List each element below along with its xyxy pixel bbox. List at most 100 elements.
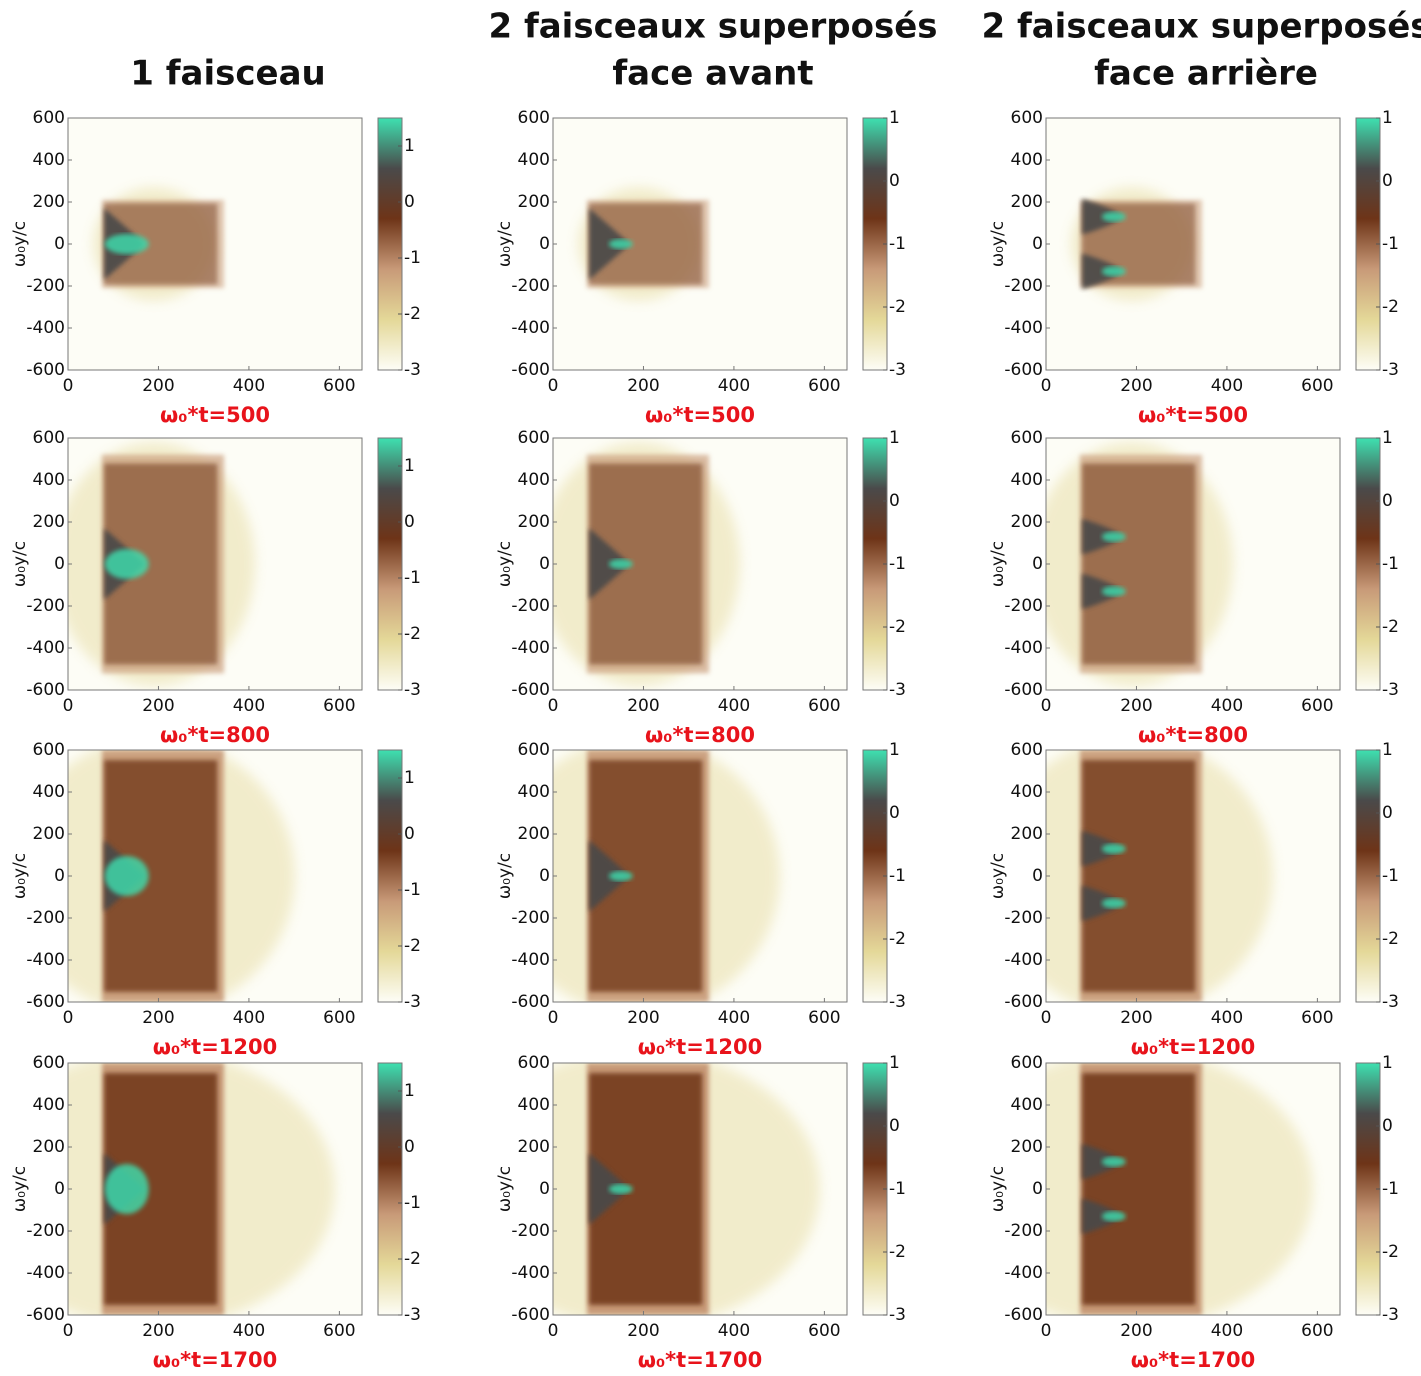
y-tick-label: -600 [26, 680, 65, 700]
y-tick-label: -200 [26, 276, 65, 296]
y-tick-label: -600 [511, 680, 550, 700]
jet [104, 856, 149, 896]
time-label: ω₀*t=1700 [1131, 1348, 1256, 1372]
y-tick-label: -600 [1004, 1305, 1043, 1325]
colorbar-tick-label: 1 [889, 108, 900, 128]
colorbar-tick-label: 0 [889, 1116, 900, 1136]
colorbar-tick-label: -3 [889, 360, 906, 380]
colorbar-tick-label: 1 [404, 456, 415, 476]
field [553, 438, 847, 690]
y-tick-label: -600 [511, 992, 550, 1012]
y-tick-label: -600 [1004, 992, 1043, 1012]
y-tick-label: 0 [54, 234, 65, 254]
y-tick-label: -400 [511, 950, 550, 970]
colorbar-tick-label: -2 [889, 1242, 906, 1262]
y-tick-label: 0 [539, 1179, 550, 1199]
y-tick-label: -600 [1004, 360, 1043, 380]
y-tick-label: -200 [511, 596, 550, 616]
colorbar-tick-label: -3 [1382, 360, 1399, 380]
x-tick-label: 600 [1301, 376, 1333, 396]
jet [1101, 586, 1126, 597]
colorbar-tick-label: -1 [404, 568, 421, 588]
y-tick-label: -200 [1004, 908, 1043, 928]
colorbar-tick-label: 0 [404, 824, 415, 844]
time-label: ω₀*t=800 [160, 723, 270, 747]
y-axis-label: ω₀y/c [10, 853, 30, 899]
y-axis-label: ω₀y/c [10, 541, 30, 587]
x-tick-label: 600 [1301, 1008, 1333, 1028]
x-tick-label: 600 [808, 376, 840, 396]
jet [1101, 843, 1126, 854]
y-tick-label: 0 [1032, 554, 1043, 574]
colorbar-tick-label: -1 [404, 1193, 421, 1213]
y-tick-label: 600 [518, 740, 550, 760]
colorbar-tick-label: 0 [1382, 803, 1393, 823]
jet [1101, 1211, 1126, 1222]
jet [1101, 898, 1126, 909]
x-tick-label: 400 [1211, 1008, 1243, 1028]
x-tick-label: 600 [808, 696, 840, 716]
y-tick-label: 600 [518, 108, 550, 128]
y-tick-label: 600 [33, 740, 65, 760]
field [1046, 118, 1340, 370]
y-tick-label: 600 [518, 428, 550, 448]
y-tick-label: -400 [1004, 1263, 1043, 1283]
y-tick-label: -400 [1004, 638, 1043, 658]
x-tick-label: 200 [1120, 1321, 1152, 1341]
x-tick-label: 400 [1211, 376, 1243, 396]
x-tick-label: 600 [323, 1321, 355, 1341]
y-tick-label: 400 [33, 782, 65, 802]
y-tick-label: 0 [1032, 1179, 1043, 1199]
x-tick-label: 400 [718, 1008, 750, 1028]
colorbar-tick-label: -1 [889, 866, 906, 886]
y-tick-label: 600 [1011, 1053, 1043, 1073]
colorbar-tick-label: 1 [889, 428, 900, 448]
y-tick-label: 400 [518, 470, 550, 490]
y-tick-label: 400 [518, 150, 550, 170]
x-tick-label: 400 [233, 696, 265, 716]
x-tick-label: 0 [1041, 376, 1052, 396]
x-tick-label: 200 [142, 1321, 174, 1341]
colorbar-tick-label: 1 [1382, 428, 1393, 448]
colorbar-tick-label: -1 [1382, 234, 1399, 254]
column-title: 2 faisceaux superposés [488, 7, 937, 47]
colorbar-tick-label: -1 [404, 248, 421, 268]
x-tick-label: 0 [1041, 1321, 1052, 1341]
colorbar [377, 1062, 403, 1316]
time-label: ω₀*t=500 [160, 403, 270, 427]
y-tick-label: 200 [518, 1137, 550, 1157]
y-tick-label: 0 [54, 866, 65, 886]
column-title: 1 faisceau [130, 54, 325, 94]
y-tick-label: 400 [518, 782, 550, 802]
colorbar-tick-label: 1 [889, 740, 900, 760]
colorbar-tick-label: -3 [404, 680, 421, 700]
y-tick-label: 200 [33, 192, 65, 212]
x-tick-label: 600 [323, 1008, 355, 1028]
x-tick-label: 0 [63, 1321, 74, 1341]
y-tick-label: 400 [33, 1095, 65, 1115]
time-label: ω₀*t=800 [645, 723, 755, 747]
y-tick-label: 400 [33, 470, 65, 490]
colorbar [377, 117, 403, 371]
colorbar-tick-label: -2 [889, 297, 906, 317]
y-tick-label: 0 [539, 234, 550, 254]
y-axis-label: ω₀y/c [988, 221, 1008, 267]
y-axis-label: ω₀y/c [495, 853, 515, 899]
x-tick-label: 600 [1301, 1321, 1333, 1341]
colorbar-tick-label: 1 [404, 136, 415, 156]
y-axis-label: ω₀y/c [10, 1166, 30, 1212]
y-tick-label: -400 [511, 318, 550, 338]
colorbar [377, 437, 403, 691]
time-label: ω₀*t=500 [645, 403, 755, 427]
colorbar-tick-label: 1 [1382, 740, 1393, 760]
y-tick-label: -200 [511, 276, 550, 296]
x-tick-label: 0 [63, 1008, 74, 1028]
jet [608, 871, 633, 881]
x-tick-label: 400 [233, 376, 265, 396]
y-tick-label: 200 [518, 824, 550, 844]
field [68, 750, 362, 1002]
x-tick-label: 0 [548, 1321, 559, 1341]
y-tick-label: 200 [33, 1137, 65, 1157]
time-label: ω₀*t=1700 [153, 1348, 278, 1372]
